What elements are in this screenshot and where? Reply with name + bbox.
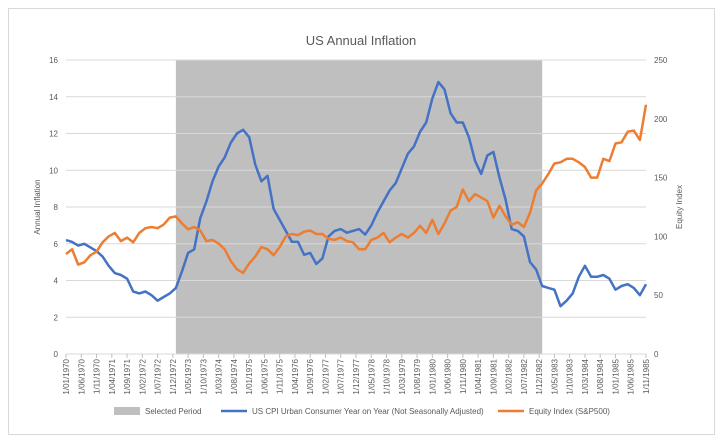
x-tick-label: 1/12/1977 [352, 358, 361, 394]
x-tick-label: 1/11/1980 [459, 358, 468, 394]
x-tick-label: 1/09/1971 [123, 358, 132, 394]
x-tick-label: 1/01/1975 [245, 358, 254, 394]
x-tick-label: 1/04/1976 [291, 358, 300, 394]
x-tick-label: 1/11/1975 [276, 358, 285, 394]
y2-tick-label: 200 [654, 115, 668, 124]
x-tick-label: 1/10/1978 [383, 358, 392, 394]
x-tick-label: 1/04/1981 [474, 358, 483, 394]
x-tick-label: 1/02/1977 [321, 358, 330, 394]
y2-tick-label: 250 [654, 56, 668, 65]
y2-tick-label: 50 [654, 291, 663, 300]
y2-tick-label: 150 [654, 174, 668, 183]
y-axis-label: Annual Inflation [33, 179, 42, 234]
x-tick-label: 1/11/1970 [93, 358, 102, 394]
legend-selected-period-swatch [114, 407, 140, 415]
x-tick-label: 1/06/1985 [627, 358, 636, 394]
equity-line [65, 104, 648, 275]
x-tick-label: 1/05/1973 [184, 358, 193, 394]
x-tick-label: 1/08/1974 [230, 358, 239, 394]
x-tick-label: 1/01/1980 [428, 358, 437, 394]
x-tick-label: 1/09/1976 [306, 358, 315, 394]
y-tick-label: 2 [54, 313, 59, 322]
x-tick-label: 1/05/1983 [550, 358, 559, 394]
x-tick-label: 1/03/1984 [581, 358, 590, 394]
x-tick-label: 1/06/1980 [444, 358, 453, 394]
x-tick-label: 1/03/1974 [215, 358, 224, 394]
x-tick-label: 1/07/1982 [520, 358, 529, 394]
chart-title: US Annual Inflation [306, 33, 417, 48]
x-tick-label: 1/10/1983 [566, 358, 575, 394]
x-tick-label: 1/09/1981 [489, 358, 498, 394]
y2-axis-label: Equity Index [675, 185, 684, 229]
x-tick-label: 1/04/1971 [108, 358, 117, 394]
legend-equity-label: Equity Index (S&P500) [529, 407, 610, 416]
legend: Selected Period US CPI Urban Consumer Ye… [114, 407, 610, 416]
legend-selected-period-label: Selected Period [145, 407, 201, 416]
x-tick-label: 1/10/1973 [199, 358, 208, 394]
series-lines [65, 80, 648, 308]
y-tick-label: 6 [54, 240, 59, 249]
x-tick-label: 1/08/1984 [596, 358, 605, 394]
x-tick-label: 1/03/1979 [398, 358, 407, 394]
y-tick-label: 12 [49, 130, 58, 139]
x-tick-label: 1/07/1977 [337, 358, 346, 394]
y-tick-label: 10 [49, 166, 58, 175]
y-tick-label: 0 [54, 350, 59, 359]
cpi-line [65, 80, 648, 308]
x-tick-label: 1/05/1978 [367, 358, 376, 394]
axes: 0 2 4 6 8 10 12 14 16 0 50 100 150 200 250 1/01/1970 1/0… [49, 56, 668, 395]
y-tick-label: 14 [49, 93, 58, 102]
y2-tick-label: 100 [654, 232, 668, 241]
x-tick-label: 1/02/1972 [138, 358, 147, 394]
y2-tick-label: 0 [654, 350, 659, 359]
y-tick-label: 16 [49, 56, 58, 65]
x-tick-label: 1/06/1975 [260, 358, 269, 394]
x-tick-label: 1/02/1982 [505, 358, 514, 394]
y-tick-label: 8 [54, 203, 59, 212]
x-tick-label: 1/12/1972 [169, 358, 178, 394]
x-tick-label: 1/01/1970 [62, 358, 71, 394]
x-tick-label: 1/12/1982 [535, 358, 544, 394]
x-tick-label: 1/07/1972 [154, 358, 163, 394]
x-tick-label: 1/08/1979 [413, 358, 422, 394]
y-tick-label: 4 [54, 277, 59, 286]
x-tick-label: 1/11/1985 [642, 358, 651, 394]
legend-cpi-label: US CPI Urban Consumer Year on Year (Not … [252, 407, 484, 416]
x-tick-label: 1/06/1970 [77, 358, 86, 394]
x-tick-label: 1/01/1985 [611, 358, 620, 394]
